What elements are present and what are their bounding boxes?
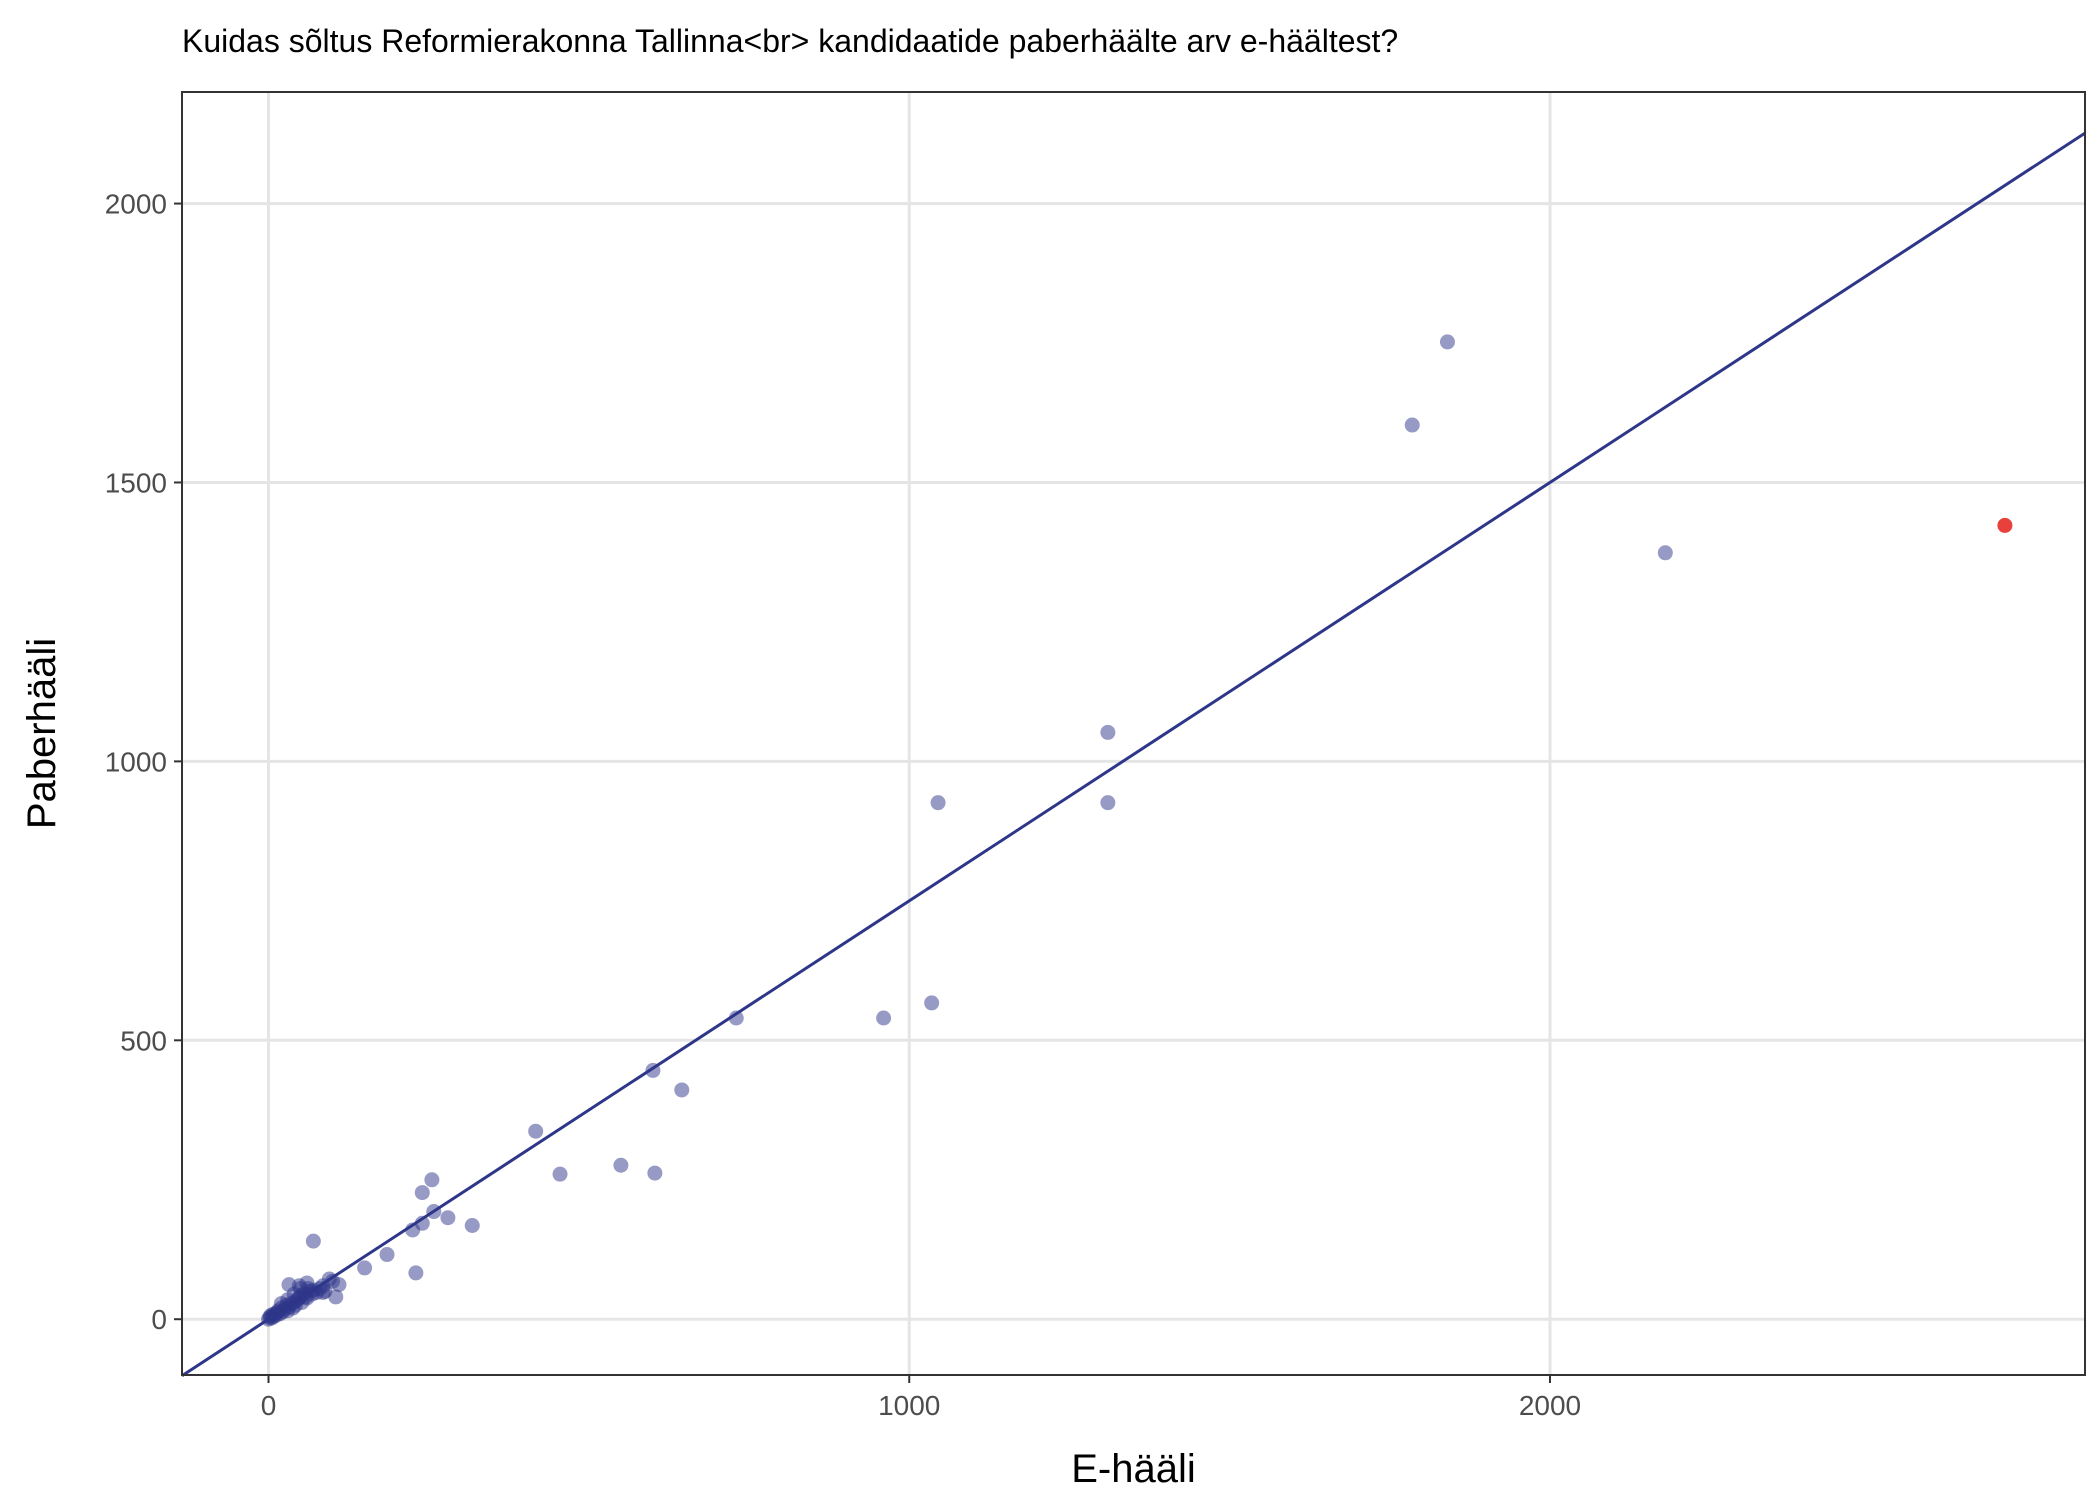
x-tick-label: 2000 [1519,1390,1581,1421]
y-tick-label: 1500 [105,467,167,498]
grid-lines [182,92,2085,1375]
data-point [876,1010,892,1026]
data-point [328,1289,344,1305]
highlighted-data-point [1997,517,2013,533]
data-point [613,1157,629,1173]
chart-title: Kuidas sõltus Reformierakonna Tallinna<b… [182,23,1398,59]
data-point [647,1165,663,1181]
y-tick-label: 1000 [105,746,167,777]
y-tick-label: 500 [120,1025,167,1056]
x-tick-label: 1000 [878,1390,940,1421]
data-point [1439,334,1455,350]
data-point [414,1215,430,1231]
data-point [930,795,946,811]
data-point [426,1204,442,1220]
data-point [424,1172,440,1188]
data-points [261,334,2013,1327]
x-tick-label: 0 [261,1390,277,1421]
data-point [1657,545,1673,561]
data-point [440,1210,456,1226]
reference-line-layer [181,131,2086,1377]
y-tick-label: 2000 [105,189,167,220]
data-point [1100,724,1116,740]
data-point [1100,795,1116,811]
data-point [728,1010,744,1026]
reference-line [181,131,2086,1377]
data-point [674,1082,690,1098]
data-point [305,1233,321,1249]
data-point [464,1218,480,1234]
data-point [315,1284,331,1300]
y-tick-label: 0 [151,1304,167,1335]
data-point [924,995,940,1011]
data-point [273,1296,289,1312]
data-point [414,1185,430,1201]
x-axis-title: E-hääli [1071,1447,1196,1491]
axis-ticks: 0 1000 2000 0 500 1000 1500 2000 [105,189,1581,1421]
data-point [645,1062,661,1078]
data-point [552,1166,568,1182]
y-axis-title: Paberhääli [20,638,64,829]
data-point [379,1247,395,1263]
data-point [299,1275,315,1291]
data-point [528,1123,544,1139]
data-point [357,1260,373,1276]
plot-panel-border [181,91,2086,1376]
data-point [331,1277,347,1293]
data-point [408,1265,424,1281]
data-point [1404,417,1420,433]
